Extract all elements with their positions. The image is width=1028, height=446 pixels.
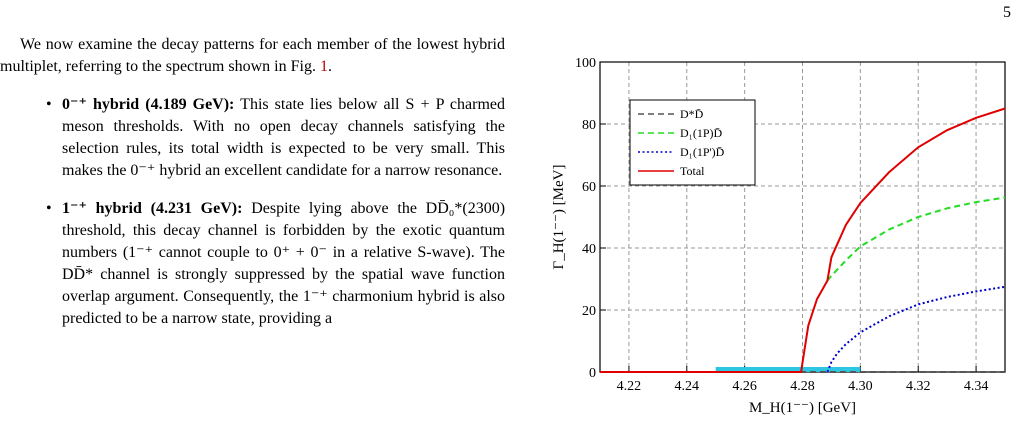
x-tick-label: 4.24	[675, 379, 700, 394]
intro-end: .	[327, 58, 332, 75]
figure-reference-link[interactable]: 1	[319, 58, 328, 75]
bullet-heading: 0⁻⁺ hybrid (4.189 GeV):	[62, 96, 235, 113]
bullet-text: Despite lying above the DD̄₀*(2300) thre…	[62, 200, 506, 327]
x-tick-label: 4.32	[906, 379, 931, 394]
y-tick-label: 80	[582, 118, 596, 133]
series-line-d1_1p	[826, 196, 1006, 282]
series-line-total	[600, 107, 1006, 373]
bullet-heading: 1⁻⁺ hybrid (4.231 GeV):	[62, 200, 243, 217]
y-axis-label: Γ_H(1⁻⁻) [MeV]	[551, 165, 567, 270]
intro-text: We now examine the decay patterns for ea…	[0, 36, 505, 75]
legend-label: Total	[680, 164, 705, 178]
y-tick-label: 60	[582, 180, 596, 195]
decay-width-chart: 4.22 4.24 4.26 4.28 4.30 4.32 4.34 0 20 40 60 80 100…	[551, 56, 1006, 416]
series-line-d1_1pprime	[826, 285, 1006, 373]
x-tick-label: 4.26	[732, 379, 757, 394]
hybrid-list: • 0⁻⁺ hybrid (4.189 GeV): This state lie…	[0, 94, 505, 330]
intro-paragraph: We now examine the decay patterns for ea…	[0, 34, 505, 78]
y-tick-label: 20	[582, 304, 596, 319]
x-tick-label: 4.22	[617, 379, 642, 394]
y-tick-label: 100	[575, 56, 596, 71]
y-tick-label: 0	[589, 366, 596, 381]
y-tick-label: 40	[582, 242, 596, 257]
decay-width-figure: 4.22 4.24 4.26 4.28 4.30 4.32 4.34 0 20 40 60 80 100…	[535, 40, 1015, 440]
list-item: • 1⁻⁺ hybrid (4.231 GeV): Despite lying …	[0, 198, 505, 330]
bullet-text: This state lies below all S + P charmed …	[62, 96, 506, 179]
x-tick-label: 4.30	[848, 379, 873, 394]
bullet-icon: •	[46, 200, 52, 217]
x-axis-label: M_H(1⁻⁻) [GeV]	[749, 400, 856, 416]
bullet-icon: •	[46, 96, 52, 113]
legend-label: D₁(1P)D̄	[680, 126, 723, 140]
list-item: • 0⁻⁺ hybrid (4.189 GeV): This state lie…	[0, 94, 505, 182]
page-number: 5	[1003, 4, 1011, 21]
legend-label: D₁(1P')D̄	[680, 145, 725, 159]
body-text-column: We now examine the decay patterns for ea…	[0, 34, 505, 346]
x-tick-label: 4.34	[964, 379, 989, 394]
legend-label: D*D̄	[680, 107, 704, 121]
mass-range-band	[715, 367, 861, 372]
x-tick-label: 4.28	[790, 379, 815, 394]
